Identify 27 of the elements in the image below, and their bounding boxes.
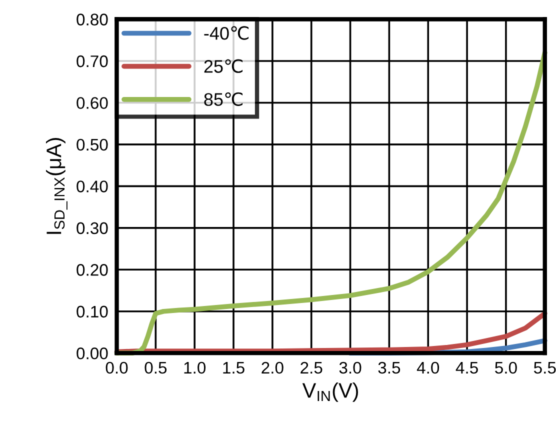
x-tick-label: 1.5 [223,362,244,374]
x-tick-label: 3.0 [339,362,362,374]
y-tick-label: 0.20 [76,264,108,276]
line-series [348,338,548,356]
x-tick-label: 2.0 [262,362,284,374]
y-tick-label: 0.10 [76,306,108,318]
y-tick-label: 0.50 [76,138,108,151]
x-tick-label: 4.5 [456,362,478,374]
legend-label: 85℃ [204,92,243,106]
x-tick-label: 0.5 [144,362,167,374]
x-tick-label: 5.5 [534,362,556,374]
y-tick-label: 0.30 [76,222,108,234]
y-tick-label: 0.00 [76,348,108,360]
legend-label: 25℃ [204,59,243,73]
x-tick-label: 4.0 [416,362,440,374]
x-tick-label: 0.0 [106,362,128,374]
y-tick-label: 0.80 [76,14,108,26]
y-tick-label: 0.40 [76,180,108,192]
x-axis-title: V$_{IN}$(V) [302,382,358,402]
x-tick-label: 5.0 [495,362,517,374]
y-axis-title: I$_{SD_INX}$(μA) [46,138,68,234]
x-tick-label: 1.0 [184,362,206,374]
legend-label: -40℃ [204,26,249,40]
x-tick-label: 2.5 [300,362,322,374]
y-tick-label: 0.70 [76,55,108,68]
y-tick-label: 0.60 [76,97,108,109]
x-tick-label: 3.5 [378,362,400,374]
